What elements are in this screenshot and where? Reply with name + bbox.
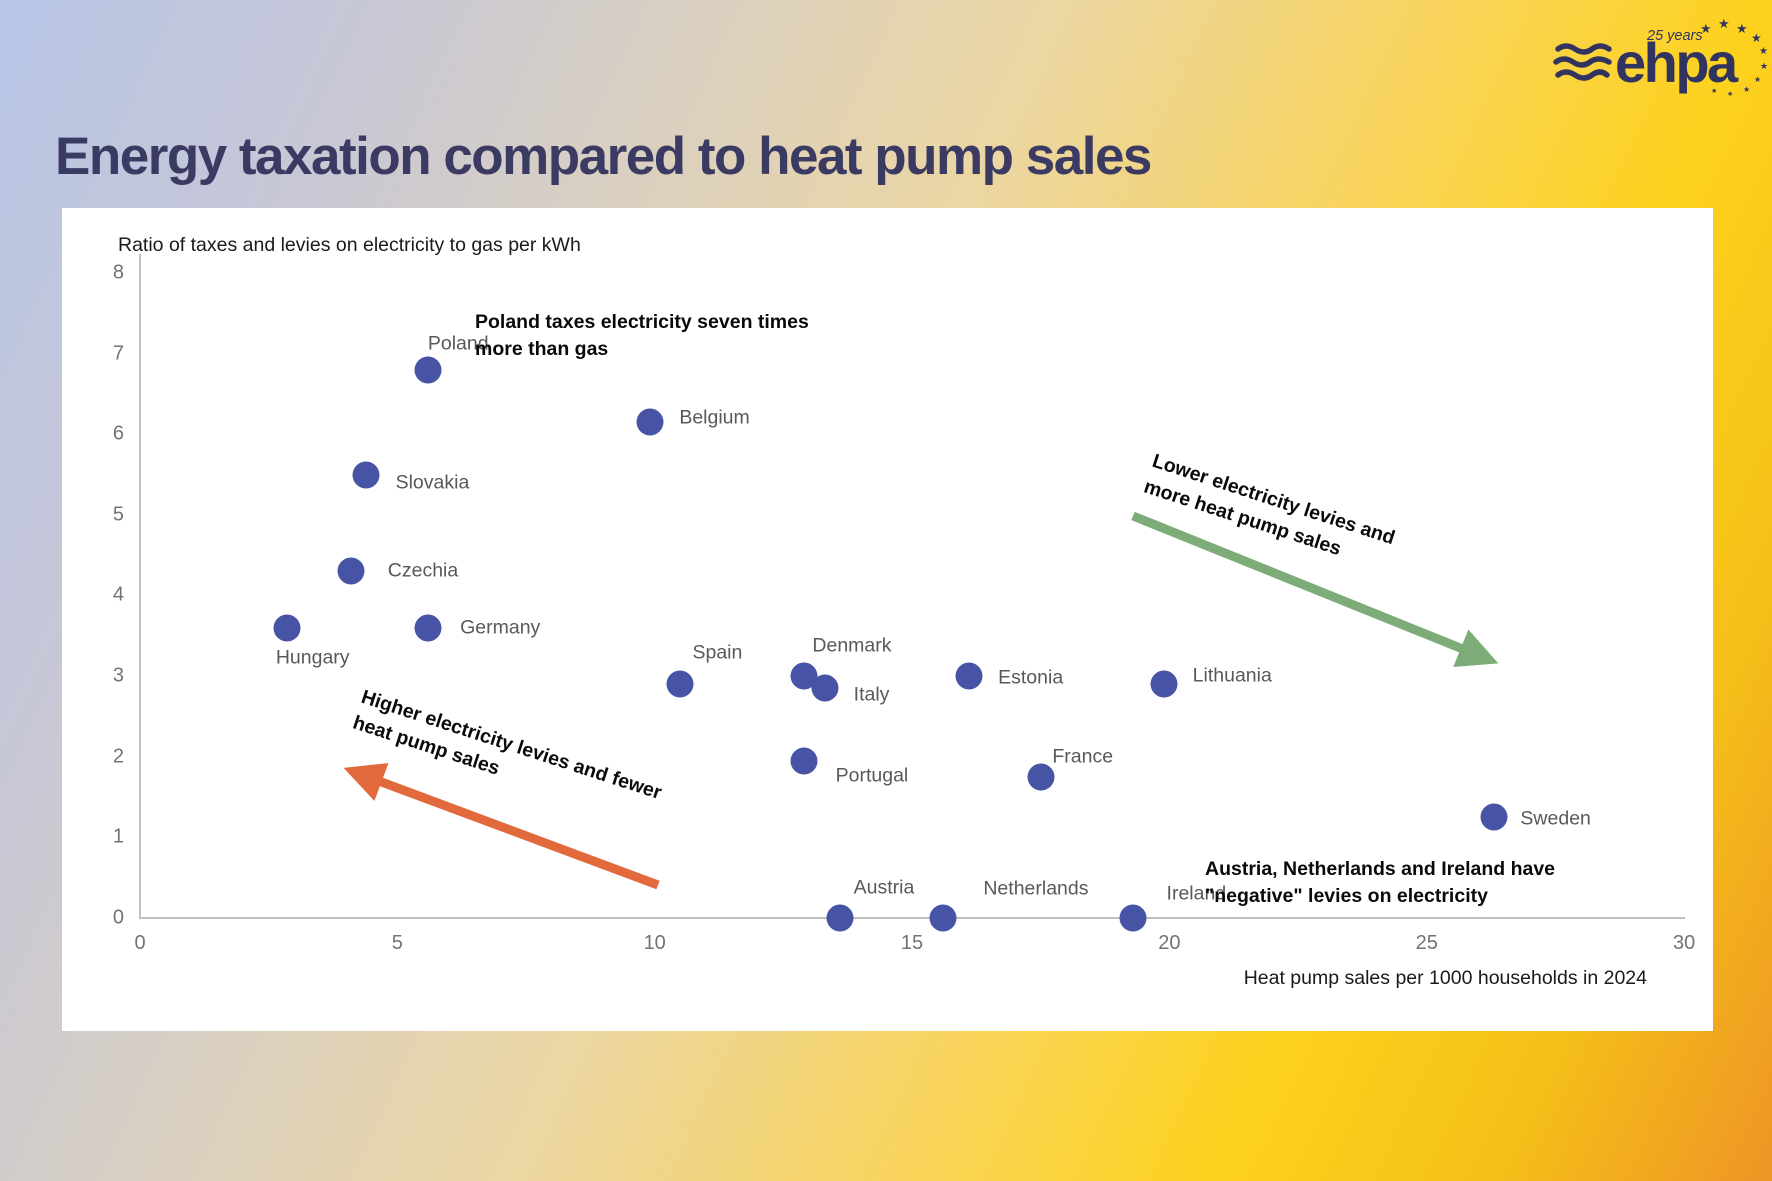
star-icon: ★	[1759, 46, 1768, 57]
star-icon: ★	[1727, 91, 1734, 98]
star-icon: ★	[1736, 21, 1748, 36]
star-icon: ★	[1751, 31, 1762, 45]
star-icon: ★	[1700, 21, 1712, 36]
waves-icon	[1553, 43, 1612, 81]
star-icon: ★	[1711, 88, 1718, 95]
logo-tagline: 25 years	[1647, 28, 1703, 44]
logo-brand-text: ehpa	[1615, 31, 1738, 94]
star-icon: ★	[1754, 75, 1762, 84]
star-icon: ★	[1718, 16, 1730, 31]
ehpa-logo: ehpa 25 years ★ ★ ★ ★ ★ ★ ★ ★ ★ ★	[1553, 16, 1769, 108]
star-icon: ★	[1760, 61, 1769, 71]
chart-panel	[62, 208, 1713, 1031]
page-title: Energy taxation compared to heat pump sa…	[55, 126, 1152, 186]
star-icon: ★	[1743, 85, 1751, 94]
